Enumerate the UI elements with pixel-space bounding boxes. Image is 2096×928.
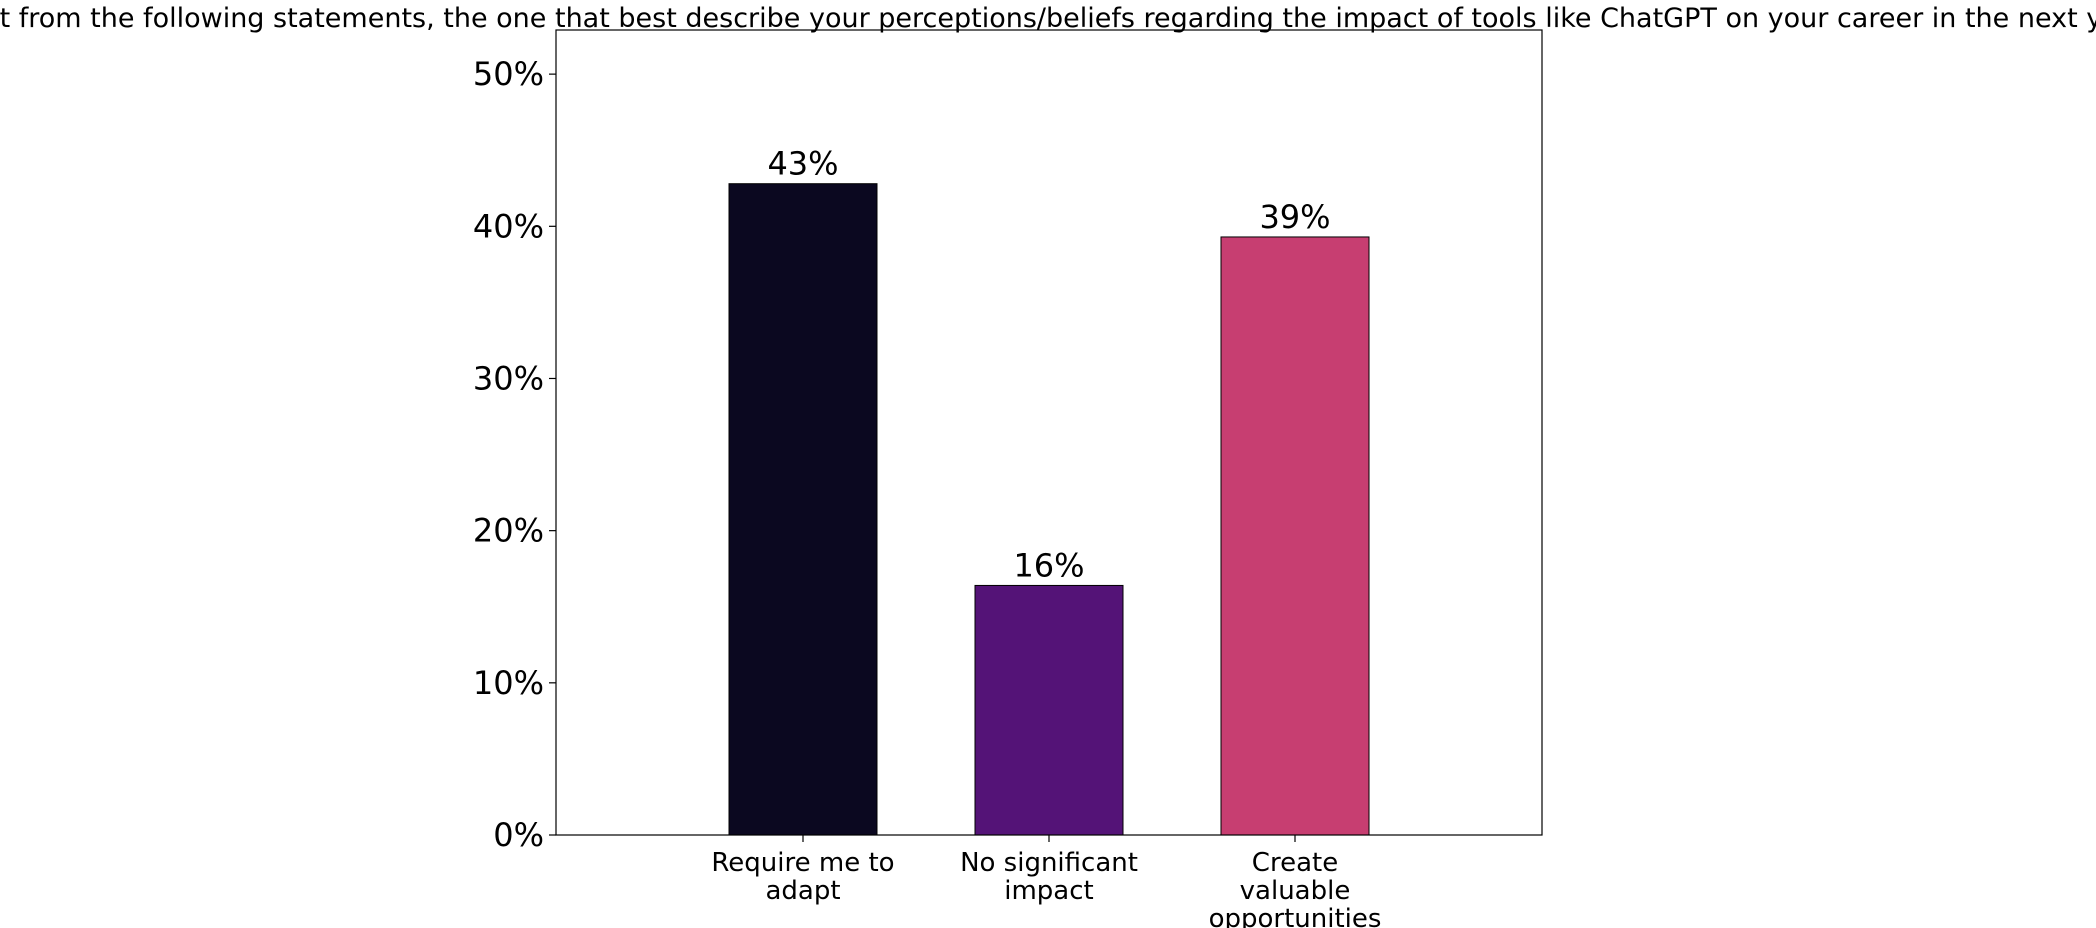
x-tick-label: Create valuable opportunities — [1209, 848, 1382, 928]
x-tick-label-line: opportunities — [1209, 904, 1382, 928]
bar — [1220, 236, 1370, 836]
data-label: 16% — [1013, 546, 1084, 584]
x-tick-label: Require me to adapt — [711, 848, 894, 906]
y-tick-label: 50% — [473, 55, 544, 93]
y-tick-label: 20% — [473, 512, 544, 550]
x-axis: Require me to adapt No significant impact Cr… — [711, 835, 1381, 928]
y-tick-label: 0% — [493, 816, 544, 854]
data-label: 43% — [767, 145, 838, 183]
bars — [728, 183, 1370, 836]
x-tick-label-line: Create — [1252, 848, 1338, 878]
data-label: 39% — [1259, 198, 1330, 236]
x-tick-label: No significant impact — [960, 848, 1138, 906]
y-tick-label: 40% — [473, 207, 544, 245]
x-tick-label-line: impact — [1004, 876, 1093, 906]
chart-title: Select from the following statements, th… — [0, 3, 2096, 34]
x-tick-label-line: adapt — [765, 876, 840, 906]
x-tick-label-line: No significant — [960, 848, 1138, 878]
y-tick-label: 10% — [473, 664, 544, 702]
x-tick-label-line: valuable — [1240, 876, 1351, 906]
data-labels: 43% 16% 39% — [767, 145, 1330, 585]
plot-frame — [555, 29, 1543, 836]
y-axis: 0% 10% 20% 30% 40% 50% — [473, 55, 556, 854]
bar — [728, 183, 878, 836]
y-tick-label: 30% — [473, 359, 544, 397]
x-tick-label-line: Require me to — [711, 848, 894, 878]
bar — [974, 584, 1124, 836]
